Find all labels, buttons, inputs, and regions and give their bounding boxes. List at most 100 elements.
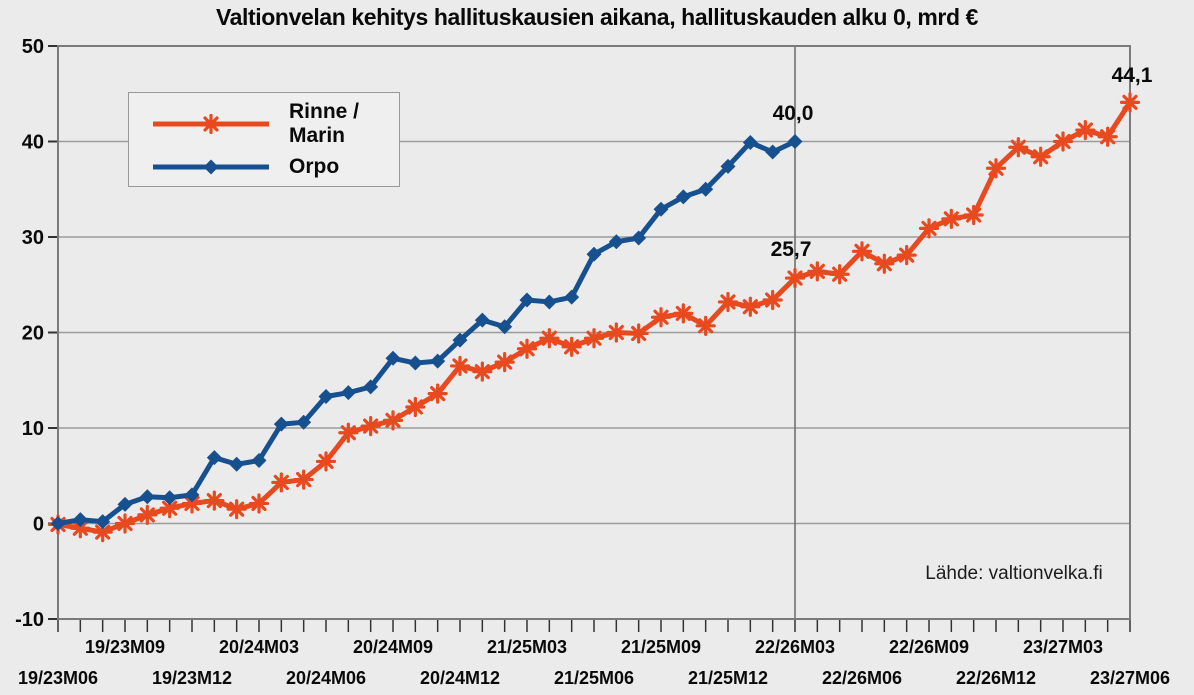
- data-point-asterisk: [1122, 94, 1138, 110]
- data-point-diamond: [296, 414, 312, 430]
- data-point-diamond: [653, 201, 669, 217]
- x-axis-label: 22/26M12: [956, 668, 1036, 688]
- data-point-asterisk: [296, 471, 312, 488]
- x-axis-label: 23/27M03: [1023, 637, 1103, 657]
- data-point-asterisk: [854, 243, 870, 259]
- data-point-diamond: [720, 158, 736, 174]
- data-point-asterisk: [765, 292, 781, 308]
- data-point-diamond: [497, 319, 513, 335]
- data-point-asterisk: [1033, 149, 1049, 165]
- data-point-asterisk: [787, 270, 803, 286]
- data-point-diamond: [50, 516, 66, 531]
- data-point-diamond: [675, 189, 691, 205]
- data-point-diamond: [564, 289, 580, 305]
- x-axis-label: 19/23M09: [85, 637, 165, 657]
- data-point-diamond: [184, 487, 200, 503]
- x-axis-label: 21/25M03: [487, 637, 567, 657]
- data-point-asterisk: [430, 386, 446, 402]
- data-point-asterisk: [139, 507, 155, 523]
- data-point-asterisk: [608, 324, 624, 341]
- data-point-asterisk: [1055, 133, 1071, 150]
- data-point-asterisk: [1010, 139, 1026, 155]
- y-axis-label: 0: [33, 514, 44, 536]
- data-point-asterisk: [229, 501, 245, 517]
- x-axis-label: 19/23M12: [152, 668, 232, 688]
- data-point-asterisk: [72, 520, 88, 536]
- data-point-diamond: [273, 416, 289, 432]
- data-point-diamond: [742, 134, 758, 150]
- data-point-diamond: [340, 385, 356, 401]
- data-point-diamond: [139, 489, 155, 505]
- data-point-asterisk: [273, 474, 289, 491]
- x-axis-label: 22/26M09: [889, 637, 969, 657]
- data-point-asterisk: [162, 500, 178, 516]
- data-point-diamond: [474, 312, 490, 328]
- x-axis-label: 21/25M06: [554, 668, 634, 688]
- data-point-diamond: [385, 350, 401, 366]
- data-point-asterisk: [943, 211, 959, 227]
- y-axis-label: 10: [22, 418, 44, 440]
- legend: Rinne / Marin Orpo: [128, 92, 400, 187]
- legend-label-orpo: Orpo: [289, 155, 340, 178]
- orpo-line-marker-icon: [153, 159, 269, 175]
- data-point-diamond: [452, 332, 468, 348]
- x-axis-label: 20/24M12: [420, 668, 500, 688]
- x-axis-label: 22/26M03: [755, 637, 835, 657]
- legend-label-rinne-marin: Rinne / Marin: [289, 100, 360, 147]
- data-point-asterisk: [251, 495, 267, 512]
- data-point-diamond: [407, 355, 423, 371]
- data-point-asterisk: [631, 325, 647, 342]
- data-point-diamond: [363, 379, 379, 395]
- data-point-asterisk: [742, 299, 758, 315]
- data-point-asterisk: [452, 358, 468, 374]
- data-point-diamond: [541, 294, 557, 310]
- data-point-asterisk: [117, 515, 133, 532]
- x-axis-label: 21/25M09: [621, 637, 701, 657]
- annotation-orpo-end-value: 40,0: [772, 102, 814, 125]
- data-point-asterisk: [1077, 122, 1093, 138]
- data-point-diamond: [698, 181, 714, 197]
- x-axis-label: 22/26M06: [822, 668, 902, 688]
- x-axis-label: 20/24M03: [219, 637, 299, 657]
- data-point-asterisk: [519, 341, 535, 357]
- legend-entry-orpo: Orpo: [151, 155, 399, 179]
- data-point-diamond: [430, 353, 446, 369]
- data-point-asterisk: [363, 418, 379, 434]
- data-point-asterisk: [385, 412, 401, 428]
- data-point-diamond: [203, 159, 219, 175]
- data-point-asterisk: [698, 318, 714, 334]
- data-point-asterisk: [809, 263, 825, 279]
- data-point-diamond: [318, 388, 334, 404]
- y-axis-label: 50: [22, 36, 44, 58]
- data-point-diamond: [72, 512, 88, 528]
- data-point-asterisk: [988, 160, 1004, 176]
- series-orpo: [50, 134, 803, 531]
- y-axis-label: 30: [22, 227, 44, 249]
- x-axis-label: 20/24M06: [286, 668, 366, 688]
- plot-border: [57, 45, 1131, 620]
- data-point-asterisk: [564, 339, 580, 355]
- data-point-diamond: [229, 456, 245, 472]
- data-point-asterisk: [497, 354, 513, 370]
- data-point-asterisk: [1100, 129, 1116, 145]
- data-point-diamond: [631, 230, 647, 246]
- rinne-marin-line-marker-icon: [153, 113, 269, 135]
- data-point-diamond: [206, 450, 222, 466]
- annotation-rinne-marin-at-marker-value: 25,7: [770, 238, 812, 261]
- data-point-diamond: [251, 452, 267, 468]
- data-point-asterisk: [653, 309, 669, 325]
- source-note: Lähde: valtionvelka.fi: [925, 563, 1103, 584]
- data-point-asterisk: [407, 399, 423, 415]
- y-axis-label: 40: [22, 132, 44, 154]
- chart-title: Valtionvelan kehitys hallituskausien aik…: [215, 4, 979, 30]
- data-point-asterisk: [184, 495, 200, 512]
- x-axis-label: 23/27M06: [1090, 668, 1170, 688]
- data-point-diamond: [519, 292, 535, 308]
- series-line: [57, 139, 797, 526]
- data-point-asterisk: [586, 330, 602, 346]
- data-point-diamond: [95, 514, 111, 530]
- annotation-rinne-marin-end-value: 44,1: [1111, 64, 1153, 87]
- data-point-diamond: [117, 496, 133, 512]
- data-point-diamond: [586, 246, 602, 262]
